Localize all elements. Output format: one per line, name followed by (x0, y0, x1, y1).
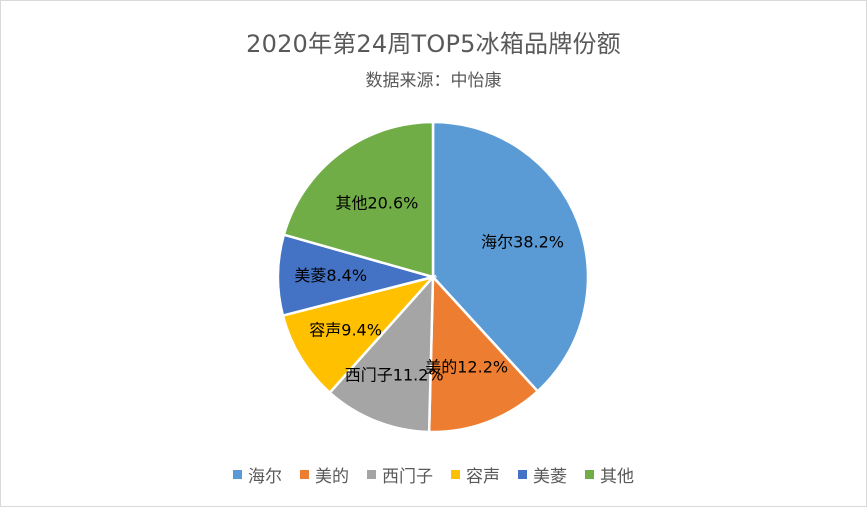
chart-subtitle: 数据来源：中怡康 (365, 71, 502, 91)
legend-item-siemens: 西门子 (367, 462, 433, 487)
legend-label: 美菱 (533, 467, 567, 487)
legend-label: 西门子 (382, 467, 433, 487)
pie-slice-haier (431, 120, 590, 394)
legend-swatch (451, 470, 460, 479)
legend-item-meiling: 美菱 (518, 462, 567, 487)
data-label-ronshen: 容声9.4% (309, 321, 382, 340)
pie-slice-other (282, 120, 435, 279)
legend-item-other: 其他 (585, 462, 634, 487)
legend-swatch (233, 470, 242, 479)
legend-item-ronshen: 容声 (451, 462, 500, 487)
legend-item-midea: 美的 (300, 462, 349, 487)
legend: 海尔 美的 西门子 容声 美菱 其他 (0, 462, 867, 487)
chart-title: 2020年第24周TOP5冰箱品牌份额 (246, 30, 621, 58)
pie-slice-ronshen (281, 274, 437, 395)
pie-slice-midea (427, 273, 540, 434)
data-label-other: 其他20.6% (336, 193, 419, 212)
legend-swatch (518, 470, 527, 479)
data-label-haier: 海尔38.2% (481, 233, 564, 252)
pie-slice-siemens (328, 273, 435, 434)
legend-label: 容声 (466, 467, 500, 487)
legend-label: 其他 (600, 467, 634, 487)
legend-swatch (585, 470, 594, 479)
data-label-meiling: 美菱8.4% (294, 266, 367, 285)
legend-swatch (367, 470, 376, 479)
data-label-midea: 美的12.2% (425, 358, 508, 377)
legend-label: 海尔 (248, 467, 282, 487)
data-label-siemens: 西门子11.2% (345, 365, 444, 384)
legend-item-haier: 海尔 (233, 462, 282, 487)
legend-label: 美的 (315, 467, 349, 487)
legend-swatch (300, 470, 309, 479)
